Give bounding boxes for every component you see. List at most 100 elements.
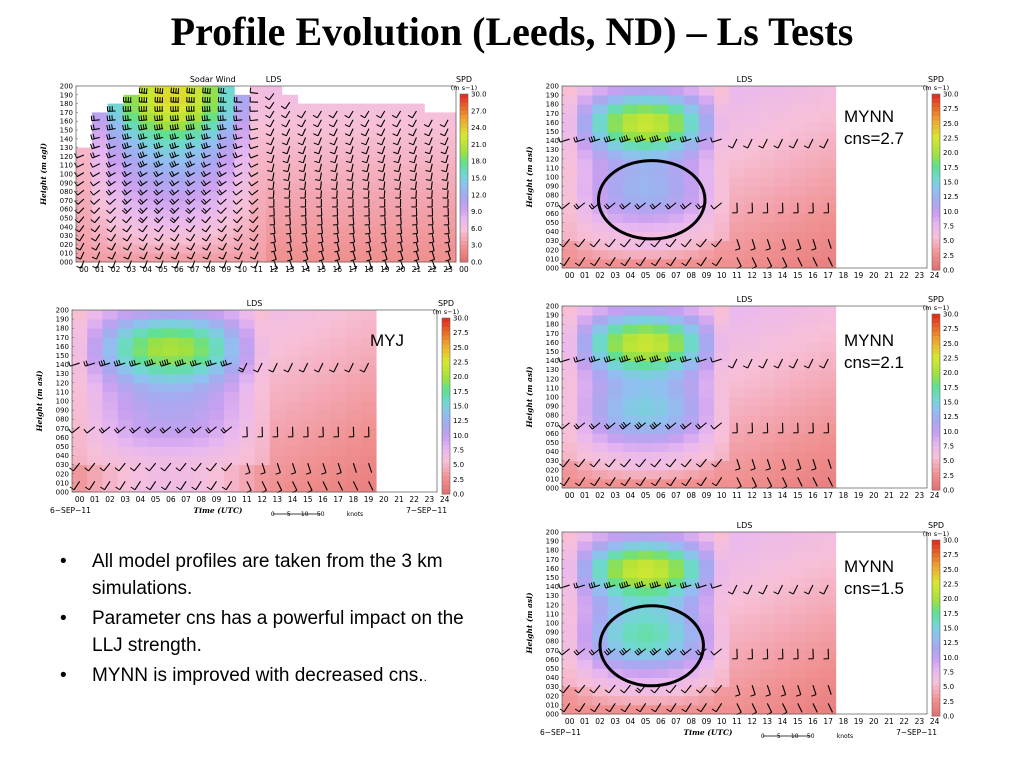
wind-barb-feather [380, 232, 386, 235]
speed-cell [820, 360, 837, 371]
speed-field [72, 310, 377, 493]
speed-cell [592, 623, 609, 633]
speed-cell [123, 165, 140, 175]
wind-barb-feather [186, 198, 191, 204]
speed-cell [668, 195, 685, 205]
wind-barb-feather [344, 369, 350, 373]
speed-cell [592, 433, 609, 443]
speed-cell [562, 140, 578, 151]
wind-barb [732, 584, 738, 595]
wind-barb-feather [189, 361, 193, 367]
speed-cell [148, 455, 164, 466]
wind-barb-feather [221, 124, 224, 130]
wind-barb-feather [126, 133, 129, 139]
speed-cell [76, 165, 93, 175]
speed-cell [123, 191, 140, 201]
speed-cell [281, 226, 299, 236]
speed-cell [805, 559, 821, 569]
speed-cell [592, 378, 609, 389]
wind-barb [380, 119, 386, 128]
speed-cell [102, 473, 119, 484]
speed-cell [820, 213, 837, 223]
wind-barb [352, 216, 355, 225]
colorbar-segment [460, 165, 468, 171]
speed-cell [72, 428, 88, 438]
wind-barb [174, 242, 180, 251]
wind-barb-feather [248, 190, 253, 196]
wind-barb [698, 648, 707, 656]
speed-cell [683, 333, 700, 343]
speed-cell [653, 342, 669, 352]
wind-barb-feather [107, 256, 113, 260]
speed-cell [376, 253, 394, 263]
wind-barb [171, 145, 180, 150]
wind-barb [336, 216, 339, 225]
speed-cell [638, 315, 654, 325]
speed-cell [714, 177, 730, 187]
speed-cell [653, 140, 669, 151]
speed-cell [774, 397, 791, 407]
wind-barb [696, 584, 707, 589]
y-tick-label: 050 [60, 215, 73, 223]
speed-cell [729, 387, 745, 398]
speed-cell [408, 174, 425, 184]
colorbar-segment [932, 384, 940, 390]
speed-cell [72, 364, 88, 375]
wind-barb-feather [620, 203, 625, 208]
speed-cell [714, 406, 730, 416]
speed-cell [440, 253, 457, 263]
wind-barb-feather [382, 258, 388, 262]
speed-cell [744, 623, 761, 633]
wind-barb-feather [186, 170, 191, 176]
wind-barb-feather [107, 247, 113, 251]
wind-barb [751, 703, 757, 713]
speed-cell [622, 568, 639, 578]
speed-cell [698, 632, 715, 642]
wind-barb-feather [91, 256, 97, 260]
y-tick-label: 170 [546, 330, 559, 338]
speed-cell [790, 659, 806, 669]
x-tick-label: 11 [242, 495, 252, 504]
speed-cell [577, 659, 593, 669]
wind-barb-feather [344, 124, 350, 128]
y-tick-label: 120 [546, 601, 559, 609]
wind-barb [286, 146, 291, 154]
wind-barb-feather [248, 134, 251, 140]
wind-barb-feather [203, 115, 206, 121]
wind-barb-feather [191, 88, 193, 94]
wind-barb-feather [202, 207, 208, 213]
speed-cell [107, 130, 124, 140]
speed-cell [729, 177, 745, 187]
speed-cell [790, 623, 806, 633]
colorbar-segment [442, 476, 450, 482]
speed-cell [638, 351, 654, 361]
colorbar-segment [932, 694, 940, 699]
wind-barb-feather [115, 360, 119, 366]
speed-cell [683, 595, 700, 606]
speed-cell [638, 460, 654, 471]
colorbar-segment [932, 340, 940, 346]
speed-cell [729, 195, 745, 205]
speed-cell [202, 156, 219, 166]
speed-cell [315, 391, 331, 402]
wind-barb [808, 358, 814, 369]
speed-cell [315, 310, 331, 320]
wind-barb-feather [574, 708, 580, 713]
y-axis-label: Height (m agl) [39, 143, 48, 207]
speed-cell [714, 104, 730, 114]
speed-cell [345, 174, 362, 184]
speed-cell [638, 424, 654, 434]
speed-cell [714, 415, 730, 425]
speed-cell [102, 346, 119, 356]
speed-cell [592, 360, 609, 371]
wind-barb [118, 462, 126, 472]
speed-cell [72, 382, 88, 393]
wind-barb-feather [634, 424, 639, 430]
speed-cell [132, 328, 149, 338]
wind-barb-feather [224, 359, 228, 365]
wind-barb-feather [376, 133, 382, 137]
wind-barb [638, 458, 647, 468]
speed-cell [774, 550, 791, 560]
speed-cell [805, 306, 821, 316]
speed-cell [622, 186, 639, 196]
